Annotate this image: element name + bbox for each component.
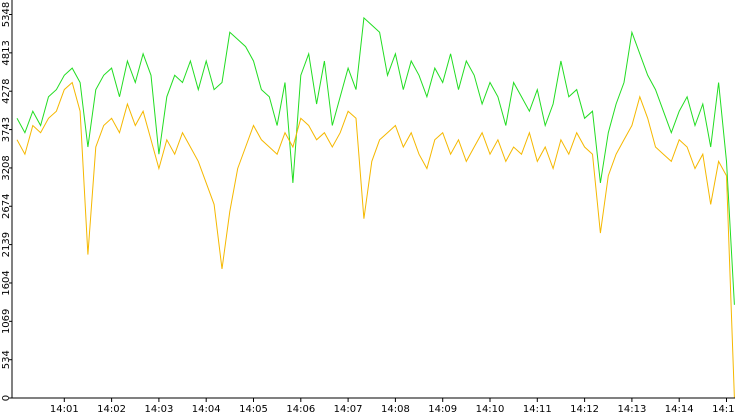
x-tick-label: 14:10	[476, 404, 505, 415]
y-tick-label: 3208	[1, 155, 12, 180]
x-tick-label: 14:14	[665, 404, 694, 415]
x-tick-label: 14:13	[617, 404, 646, 415]
x-tick-label: 14:06	[286, 404, 315, 415]
y-tick-label: 534	[1, 350, 12, 369]
y-tick-label: 2674	[1, 194, 12, 219]
x-tick-label: 14:04	[192, 404, 221, 415]
x-tick-label: 14:07	[334, 404, 363, 415]
x-tick-label: 14:12	[570, 404, 599, 415]
x-tick-label: 14:08	[381, 404, 410, 415]
y-tick-label: 1069	[1, 309, 12, 334]
series-line	[16, 16, 735, 305]
x-tick-label: 14:11	[523, 404, 552, 415]
y-tick-label: 4278	[1, 78, 12, 103]
x-tick-label: 14:15	[712, 404, 735, 415]
x-tick-label: 14:09	[428, 404, 457, 415]
x-tick-label: 14:03	[144, 404, 173, 415]
x-tick-label: 14:05	[239, 404, 268, 415]
y-tick-label: 3743	[1, 117, 12, 142]
y-tick-label: 0	[1, 395, 12, 401]
y-tick-label: 4813	[1, 40, 12, 65]
x-tick-label: 14:01	[50, 404, 79, 415]
y-tick-label: 1604	[1, 270, 12, 295]
y-tick-label: 5348	[1, 2, 12, 27]
y-tick-label: 2139	[1, 232, 12, 257]
series-line	[16, 81, 735, 399]
x-tick-label: 14:02	[97, 404, 126, 415]
